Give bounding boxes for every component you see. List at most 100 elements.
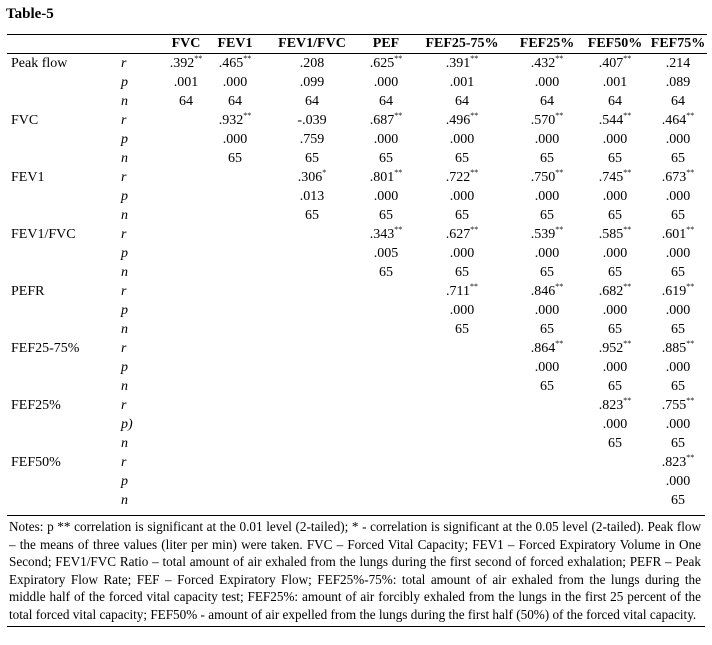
variable-name [7,263,115,282]
value-cell [411,472,513,491]
cell-value: 65 [540,264,554,280]
cell-value: .214 [665,55,691,71]
cell-value: 65 [455,321,469,337]
value-cell [165,206,207,225]
variable-name [7,206,115,225]
value-cell [263,225,361,244]
value-cell [361,415,411,434]
value-cell: .000 [361,130,411,149]
statistic-label: r [121,226,127,242]
table-row: FEF25% r .823** .755** [7,396,707,415]
value-cell: .755** [649,396,707,415]
cell-value: .000 [665,131,691,147]
table-row: FEF25-75% r .864** .952** .885** [7,339,707,358]
table-row: Peak flow r .392** .465** .208.625** .391** .4… [7,54,707,74]
cell-value: .673 [661,169,687,185]
value-cell: .391** [411,54,513,74]
column-header: FEF25-75% [425,36,499,51]
cell-value: 65 [379,264,393,280]
variable-name: FEF50% [11,454,61,470]
value-cell: .601** [649,225,707,244]
value-cell [263,244,361,263]
cell-value: .000 [665,473,691,489]
value-cell [207,225,263,244]
variable-name [7,130,115,149]
cell-value: 64 [455,93,469,109]
value-cell: .801** [361,168,411,187]
value-cell [165,320,207,339]
variable-name [7,320,115,339]
value-cell: .000 [513,73,581,92]
cell-value: .000 [534,359,560,375]
cell-value: 64 [228,93,242,109]
significance-marker: ** [686,167,695,177]
cell-value: 64 [305,93,319,109]
value-cell: 64 [361,92,411,111]
value-cell: .544** [581,111,649,130]
cell-value: 64 [179,93,193,109]
value-cell: .000 [411,187,513,206]
significance-marker: ** [243,53,252,63]
value-cell [581,472,649,491]
value-cell [207,282,263,301]
statistic-label: p [121,473,128,489]
table-title: Table-5 [6,6,54,22]
value-cell: 65 [263,149,361,168]
table-row: PEFR r .711** .846** .682** .619** [7,282,707,301]
value-cell [513,415,581,434]
column-header: FEF75% [650,36,706,51]
value-cell [207,377,263,396]
cell-value: .750 [530,169,556,185]
value-cell [207,301,263,320]
value-cell: 65 [361,263,411,282]
table-row: p .000 .000 .000 [7,358,707,377]
cell-value: 65 [608,321,622,337]
value-cell: 65 [649,377,707,396]
value-cell: 65 [411,206,513,225]
cell-value: 64 [379,93,393,109]
table-row: n 65 65 65 65 65 65 65 [7,149,707,168]
value-cell [581,491,649,510]
value-cell: .000 [207,73,263,92]
table-header: FVC FEV1 FEV1/FVC PEF FEF25-75% FEF25% FEF50% F… [7,34,707,54]
cell-value: .000 [222,74,248,90]
significance-marker: ** [686,281,695,291]
value-cell: 64 [263,92,361,111]
value-cell [263,358,361,377]
value-cell [361,339,411,358]
value-cell [165,377,207,396]
cell-value: .000 [665,188,691,204]
cell-value: .000 [602,359,628,375]
value-cell [165,130,207,149]
value-cell [165,358,207,377]
cell-value: 65 [540,150,554,166]
value-cell: .496** [411,111,513,130]
value-cell: .001 [581,73,649,92]
value-cell [207,453,263,472]
cell-value: .864 [530,340,556,356]
table-row: FEF50% r .823** [7,453,707,472]
value-cell: 65 [513,149,581,168]
value-cell: 65 [649,491,707,510]
value-cell [263,377,361,396]
variable-name [7,244,115,263]
header-row: FVC FEV1 FEV1/FVC PEF FEF25-75% FEF25% FEF50% F… [7,34,707,54]
value-cell [207,396,263,415]
value-cell: .089 [649,73,707,92]
table-row: p .000 .000 .000 .000 [7,301,707,320]
value-cell [207,339,263,358]
table-row: FEV1 r .306* .801** .722** .750** .745** .673** [7,168,707,187]
value-cell [207,472,263,491]
statistic-label: n [121,435,128,451]
value-cell [165,282,207,301]
cell-value: .823 [598,397,624,413]
column-header: FEF50% [587,36,643,51]
statistic-label: r [121,397,127,413]
cell-value: .000 [602,302,628,318]
cell-value: .000 [602,188,628,204]
value-cell: .823** [649,453,707,472]
statistic-label: r [121,112,127,128]
value-cell: .343** [361,225,411,244]
value-cell: .711** [411,282,513,301]
statistic-label: p) [121,416,133,432]
